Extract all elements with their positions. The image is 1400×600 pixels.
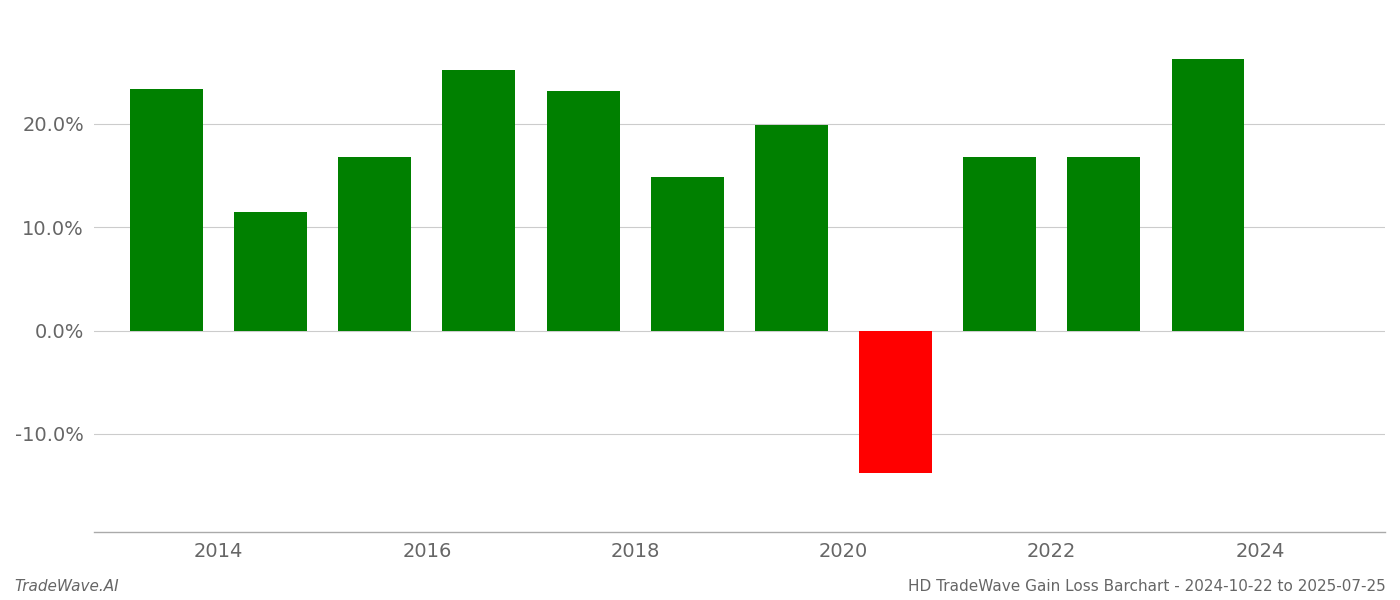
Bar [442, 70, 515, 331]
Bar [1172, 59, 1245, 331]
Bar [234, 212, 307, 331]
Bar [130, 89, 203, 331]
Bar [963, 157, 1036, 331]
Bar [339, 157, 412, 331]
Text: TradeWave.AI: TradeWave.AI [14, 579, 119, 594]
Bar [546, 91, 620, 331]
Bar [755, 125, 827, 331]
Text: HD TradeWave Gain Loss Barchart - 2024-10-22 to 2025-07-25: HD TradeWave Gain Loss Barchart - 2024-1… [909, 579, 1386, 594]
Bar [651, 178, 724, 331]
Bar [1067, 157, 1140, 331]
Bar [860, 331, 932, 473]
